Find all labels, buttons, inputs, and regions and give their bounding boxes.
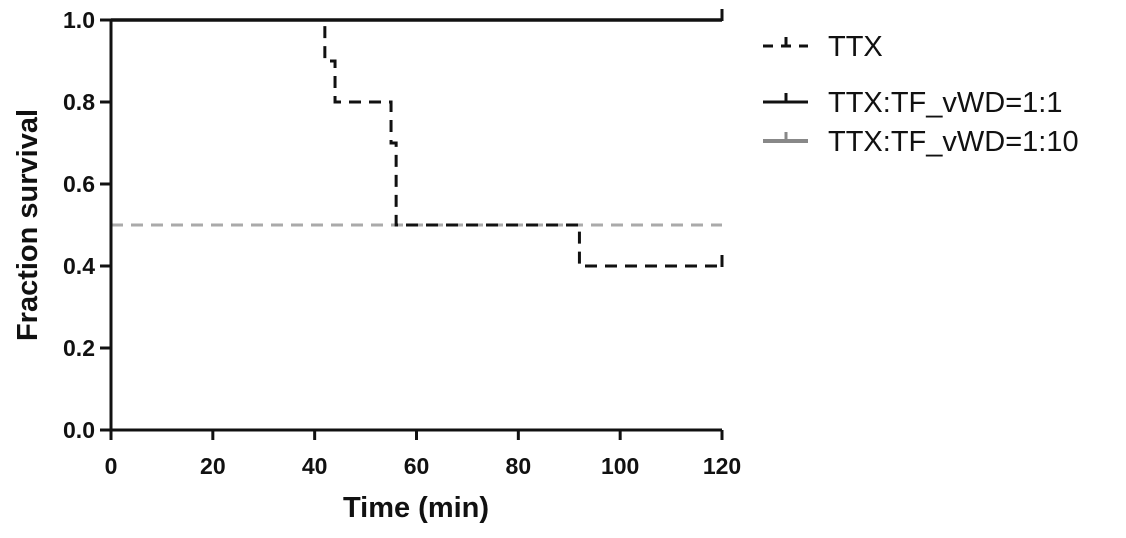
y-tick-label: 0.8 [63,89,95,115]
x-tick-label: 0 [105,453,118,479]
y-tick-label: 1.0 [63,7,95,33]
y-axis-title: Fraction survival [12,109,44,341]
legend-label-3: TTX:TF_vWD=1:10 [828,126,1079,158]
x-tick-label: 20 [200,453,226,479]
legend-label-1: TTX [828,31,883,63]
x-axis-title: Time (min) [343,492,489,524]
y-tick-label: 0.2 [63,335,95,361]
x-tick-label: 120 [703,453,741,479]
x-tick-label: 40 [302,453,328,479]
series-line-1 [111,18,722,268]
x-tick-label: 100 [601,453,639,479]
legend-label-2: TTX:TF_vWD=1:1 [828,87,1062,119]
x-tick-label: 60 [404,453,430,479]
y-tick-label: 0.4 [63,253,95,279]
y-tick-label: 0.6 [63,171,95,197]
ticks-layer: 0 20 40 60 80 100 120 0.0 0.2 0.4 0.6 0.8 1.0 [63,7,741,479]
legend: TTX TTX:TF_vWD=1:1 TTX:TF_vWD=1:10 [763,31,1079,158]
y-tick-label: 0.0 [63,417,95,443]
series-layer [111,9,724,268]
x-tick-label: 80 [506,453,532,479]
